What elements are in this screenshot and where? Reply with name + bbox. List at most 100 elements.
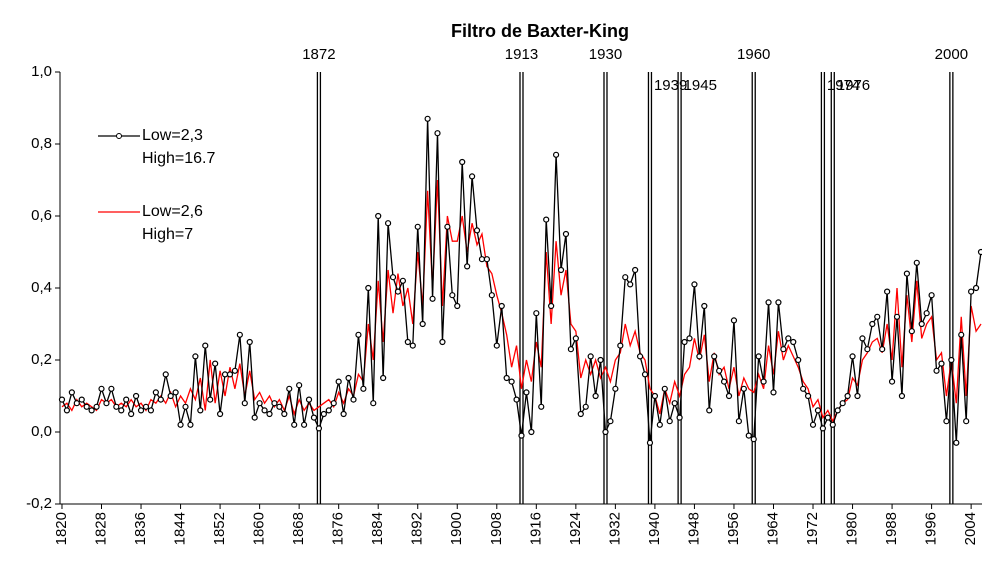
point (903, 270, 910, 277)
point (928, 292, 935, 299)
point (488, 292, 495, 299)
x-tick-label: 1852 (211, 512, 228, 545)
point (197, 407, 204, 414)
point (622, 274, 629, 281)
point (661, 385, 668, 392)
point (676, 414, 683, 421)
point (132, 392, 140, 400)
point (464, 263, 471, 270)
point (473, 227, 481, 234)
point (636, 353, 644, 360)
point (434, 130, 441, 137)
x-tick-label: 1892 (409, 512, 426, 545)
point (424, 115, 431, 122)
x-tick-label: 1924 (567, 512, 584, 545)
point (58, 396, 66, 403)
point (691, 281, 698, 288)
point (775, 299, 782, 306)
point (597, 356, 604, 364)
point (157, 396, 164, 403)
point (167, 392, 174, 400)
point (429, 295, 436, 302)
point (740, 385, 747, 392)
point (785, 335, 792, 342)
point (948, 356, 955, 364)
point (177, 421, 184, 428)
x-tick-label: 1900 (448, 512, 465, 545)
point (266, 410, 273, 418)
point (760, 378, 767, 385)
point (898, 392, 906, 400)
x-tick-label: 2004 (962, 512, 979, 545)
chart-title: Filtro de Baxter-King (451, 21, 629, 41)
point (720, 378, 728, 385)
point (577, 410, 584, 418)
y-tick-label: 0,0 (31, 423, 52, 440)
event-label: 1872 (302, 46, 335, 63)
point (345, 374, 352, 382)
point (123, 396, 130, 403)
point (562, 230, 570, 238)
x-tick-label: 1820 (53, 512, 70, 545)
point (730, 317, 738, 324)
point (943, 418, 950, 425)
point (459, 158, 466, 166)
point (829, 421, 836, 428)
point (162, 371, 169, 378)
point (128, 410, 135, 418)
point (365, 284, 372, 292)
point (256, 400, 263, 407)
point (246, 338, 253, 346)
point (780, 346, 787, 353)
point (281, 410, 288, 418)
point (241, 400, 248, 407)
point (192, 353, 199, 360)
point (632, 266, 639, 274)
point (414, 223, 421, 230)
point (350, 396, 357, 403)
point (291, 421, 298, 428)
y-tick-label: 0,4 (31, 279, 52, 296)
point (236, 331, 243, 338)
point (587, 353, 594, 360)
point (918, 320, 925, 328)
point (874, 313, 881, 320)
point (320, 410, 327, 418)
point (113, 403, 120, 410)
point (854, 392, 861, 400)
point (701, 302, 708, 310)
point (869, 320, 876, 328)
point (449, 292, 456, 299)
event-label: 1974 (827, 77, 860, 94)
point (187, 421, 194, 428)
point (592, 392, 599, 400)
legend-marker (116, 133, 122, 139)
point (108, 385, 115, 392)
point (454, 302, 461, 310)
point (483, 256, 491, 263)
point (968, 288, 975, 295)
point (518, 432, 525, 439)
point (607, 418, 614, 425)
y-tick-label: -0,2 (26, 495, 52, 512)
legend-label: Low=2,3 High=16.7 (142, 127, 216, 167)
point (938, 360, 945, 367)
point (419, 320, 426, 328)
point (963, 418, 970, 425)
point (202, 342, 209, 349)
point (340, 410, 347, 418)
point (296, 382, 303, 389)
event-label: 1960 (737, 46, 770, 63)
point (271, 400, 278, 407)
x-tick-label: 1972 (804, 512, 821, 545)
point (839, 400, 846, 407)
point (543, 216, 550, 223)
point (335, 378, 342, 385)
point (671, 400, 678, 407)
point (972, 284, 980, 292)
point (953, 439, 960, 446)
point (977, 248, 982, 256)
point (804, 392, 812, 400)
point (548, 302, 555, 310)
